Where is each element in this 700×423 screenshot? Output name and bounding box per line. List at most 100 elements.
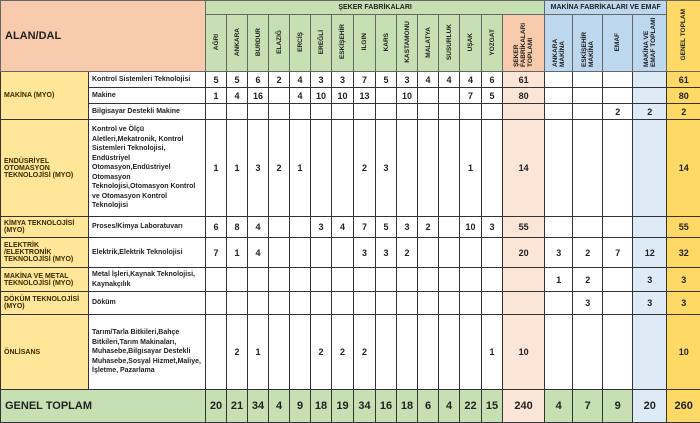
value-cell: 2 bbox=[227, 315, 248, 390]
value-cell bbox=[603, 268, 633, 292]
total-cell: 4 bbox=[545, 390, 573, 423]
value-cell bbox=[418, 238, 439, 268]
column-header-yozgat: YOZGAT bbox=[482, 15, 503, 72]
value-cell bbox=[290, 315, 311, 390]
total-cell: 9 bbox=[290, 390, 311, 423]
total-cell: 18 bbox=[397, 390, 418, 423]
value-cell bbox=[311, 120, 332, 217]
value-cell bbox=[603, 292, 633, 315]
value-cell: 2 bbox=[269, 120, 290, 217]
column-header-ilgin: ILGIN bbox=[354, 15, 376, 72]
column-header-label: KARS bbox=[383, 33, 390, 51]
value-cell: 8 bbox=[227, 217, 248, 238]
total-cell: 20 bbox=[206, 390, 227, 423]
column-header-label: SUSURLUK bbox=[446, 24, 453, 60]
dal-cell: Makine bbox=[89, 88, 206, 104]
value-cell bbox=[482, 104, 503, 120]
value-cell bbox=[482, 120, 503, 217]
value-cell: 1 bbox=[545, 268, 573, 292]
seker-group-header: ŞEKER FABRİKALARI bbox=[206, 1, 545, 15]
value-cell bbox=[573, 88, 603, 104]
value-cell: 10 bbox=[311, 88, 332, 104]
value-cell bbox=[227, 292, 248, 315]
value-cell bbox=[248, 292, 269, 315]
value-cell: 2 bbox=[311, 315, 332, 390]
total-cell: 21 bbox=[227, 390, 248, 423]
value-cell bbox=[418, 292, 439, 315]
value-cell bbox=[545, 217, 573, 238]
value-cell bbox=[311, 292, 332, 315]
value-cell bbox=[439, 120, 460, 217]
value-cell bbox=[269, 238, 290, 268]
value-cell: 4 bbox=[332, 217, 354, 238]
column-header-label: ANKARA MAKİNA bbox=[552, 17, 566, 67]
value-cell bbox=[290, 217, 311, 238]
value-cell: 2 bbox=[418, 217, 439, 238]
value-cell bbox=[573, 315, 603, 390]
column-header-label: UŞAK bbox=[467, 33, 474, 51]
grand-total-label: GENEL TOPLAM bbox=[1, 390, 206, 423]
makina-group-header: MAKİNA FABRİKALARI VE EMAF bbox=[545, 1, 667, 15]
value-cell bbox=[503, 104, 545, 120]
value-cell bbox=[439, 292, 460, 315]
value-cell bbox=[290, 292, 311, 315]
alan-cell: MAKİNA (MYO) bbox=[1, 72, 89, 120]
value-cell bbox=[354, 104, 376, 120]
value-cell bbox=[311, 104, 332, 120]
value-cell bbox=[397, 104, 418, 120]
value-cell: 5 bbox=[376, 72, 397, 88]
value-cell bbox=[503, 292, 545, 315]
value-cell bbox=[439, 238, 460, 268]
value-cell bbox=[439, 315, 460, 390]
value-cell bbox=[269, 292, 290, 315]
dal-cell: Tarım/Tarla Bitkileri,Bahçe Bitkileri,Ta… bbox=[89, 315, 206, 390]
column-header-label: AĞRI bbox=[213, 34, 220, 50]
dal-cell: Bilgisayar Destekli Makine bbox=[89, 104, 206, 120]
value-cell: 3 bbox=[667, 268, 700, 292]
dal-cell: Elektrik,Elektrik Teknolojisi bbox=[89, 238, 206, 268]
value-cell: 10 bbox=[397, 88, 418, 104]
alan-dal-header: ALAN/DAL bbox=[1, 1, 206, 72]
value-cell bbox=[545, 315, 573, 390]
value-cell bbox=[418, 88, 439, 104]
total-cell: 4 bbox=[439, 390, 460, 423]
total-cell: 260 bbox=[667, 390, 700, 423]
value-cell bbox=[545, 120, 573, 217]
value-cell: 1 bbox=[460, 120, 482, 217]
value-cell: 5 bbox=[482, 88, 503, 104]
total-cell: 19 bbox=[332, 390, 354, 423]
value-cell bbox=[376, 292, 397, 315]
total-cell: 22 bbox=[460, 390, 482, 423]
value-cell: 7 bbox=[206, 238, 227, 268]
value-cell: 2 bbox=[633, 104, 667, 120]
alan-cell: ENDÜSRİYEL OTOMASYON TEKNOLOJİSİ (MYO) bbox=[1, 120, 89, 217]
alan-cell: ELEKTRİK /ELEKTRONİK TEKNOLOJİSİ (MYO) bbox=[1, 238, 89, 268]
value-cell bbox=[633, 315, 667, 390]
value-cell bbox=[269, 268, 290, 292]
column-header-malatya: MALATYA bbox=[418, 15, 439, 72]
value-cell bbox=[633, 217, 667, 238]
value-cell: 61 bbox=[503, 72, 545, 88]
value-cell bbox=[269, 88, 290, 104]
value-cell bbox=[439, 88, 460, 104]
value-cell bbox=[311, 268, 332, 292]
value-cell bbox=[603, 217, 633, 238]
value-cell: 3 bbox=[397, 72, 418, 88]
column-header-kastamonu: KASTAMONU bbox=[397, 15, 418, 72]
value-cell bbox=[206, 292, 227, 315]
column-header-maki-na-ve-emaf-toplami: MAKİNA VE EMAF TOPLAMI bbox=[633, 15, 667, 72]
value-cell: 14 bbox=[667, 120, 700, 217]
value-cell: 1 bbox=[482, 315, 503, 390]
value-cell bbox=[206, 315, 227, 390]
column-header-label: ESKİŞEHİR bbox=[339, 24, 346, 59]
table-row: KİMYA TEKNOLOJİSİ (MYO)Proses/Kimya Labo… bbox=[1, 217, 700, 238]
value-cell bbox=[503, 268, 545, 292]
column-header-s-eker-fabri-kalari-toplami: ŞEKER FABRİKALARI TOPLAMI bbox=[503, 15, 545, 72]
column-header-label: ERCİŞ bbox=[297, 32, 304, 52]
value-cell bbox=[206, 104, 227, 120]
column-header-us-ak: UŞAK bbox=[460, 15, 482, 72]
column-header-susurluk: SUSURLUK bbox=[439, 15, 460, 72]
value-cell: 3 bbox=[633, 268, 667, 292]
value-cell bbox=[439, 217, 460, 238]
